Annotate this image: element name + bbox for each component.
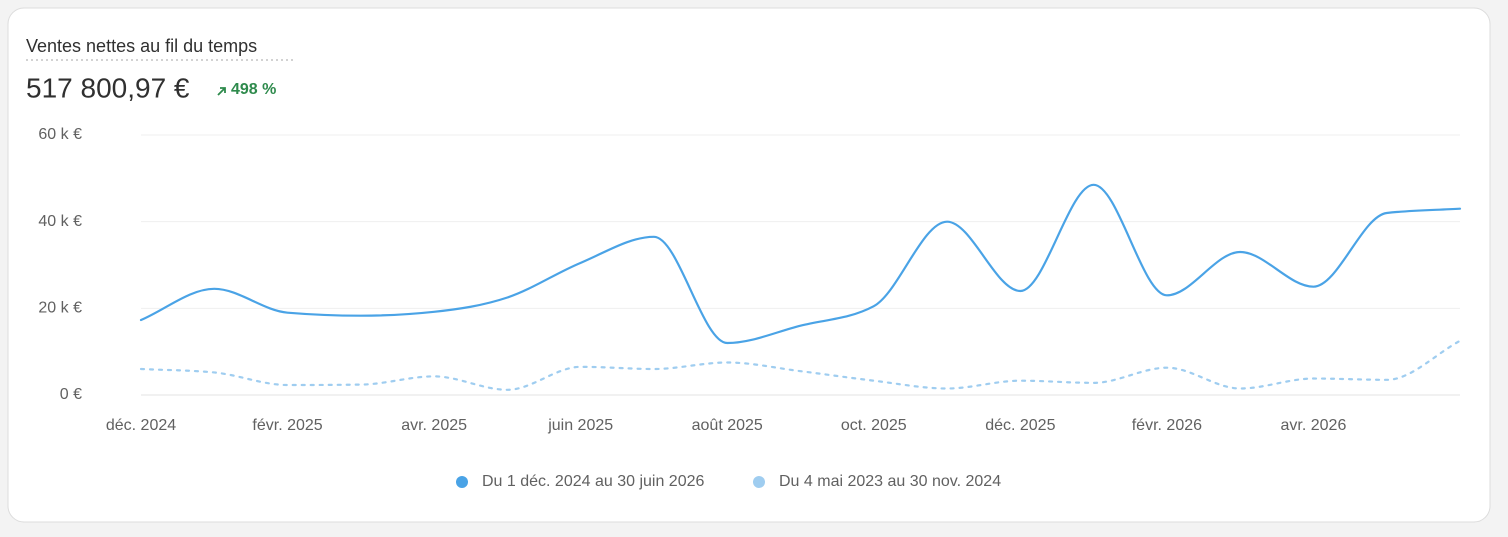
x-tick-label: déc. 2024	[106, 417, 176, 434]
y-tick-label: 0 €	[60, 386, 82, 403]
x-tick-label: févr. 2026	[1132, 417, 1202, 434]
legend-label[interactable]: Du 1 déc. 2024 au 30 juin 2026	[482, 473, 705, 490]
series-line	[139, 339, 1462, 391]
y-tick-label: 60 k €	[38, 126, 82, 143]
total: 517 800,97 €	[26, 72, 190, 103]
chart-title: Ventes nettes au fil du temps	[26, 36, 257, 56]
change: 498 %	[231, 81, 276, 98]
y-tick-label: 20 k €	[38, 300, 82, 317]
legend-swatch[interactable]	[456, 476, 468, 488]
x-tick-label: août 2025	[692, 417, 763, 434]
card	[7, 7, 1491, 523]
x-tick-label: déc. 2025	[985, 417, 1055, 434]
x-tick-label: avr. 2025	[401, 417, 467, 434]
legend-swatch[interactable]	[753, 476, 765, 488]
x-tick-label: févr. 2025	[252, 417, 322, 434]
x-tick-label: juin 2025	[547, 417, 613, 434]
x-tick-label: oct. 2025	[841, 417, 907, 434]
legend-label[interactable]: Du 4 mai 2023 au 30 nov. 2024	[779, 473, 1001, 490]
x-tick-label: avr. 2026	[1281, 417, 1347, 434]
series-line	[139, 183, 1462, 345]
y-tick-label: 40 k €	[38, 213, 82, 230]
trend-arrow	[217, 87, 226, 96]
